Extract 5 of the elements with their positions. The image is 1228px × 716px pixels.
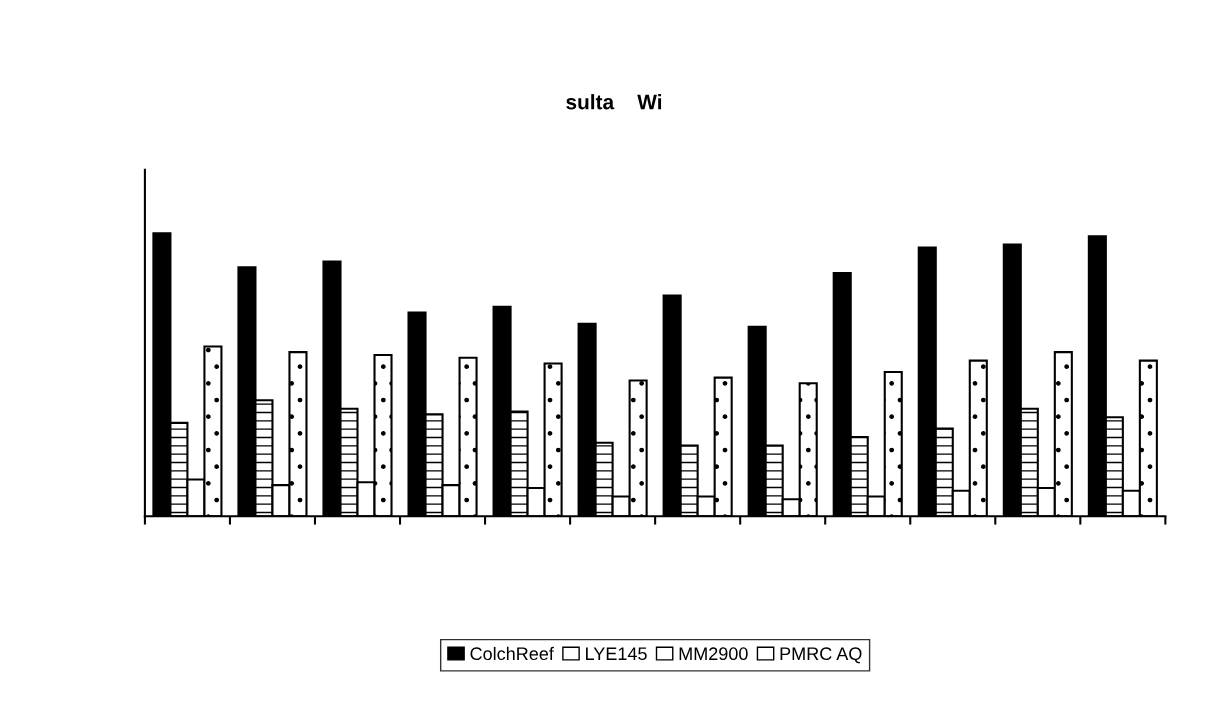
legend-label: PMRC AQ <box>780 647 862 664</box>
legend-label: ColchReef <box>470 646 554 661</box>
chart-title: sulta Wi <box>566 94 662 110</box>
legend-label: MM2900 <box>679 647 748 661</box>
legend-label: LYE145 <box>586 647 647 661</box>
